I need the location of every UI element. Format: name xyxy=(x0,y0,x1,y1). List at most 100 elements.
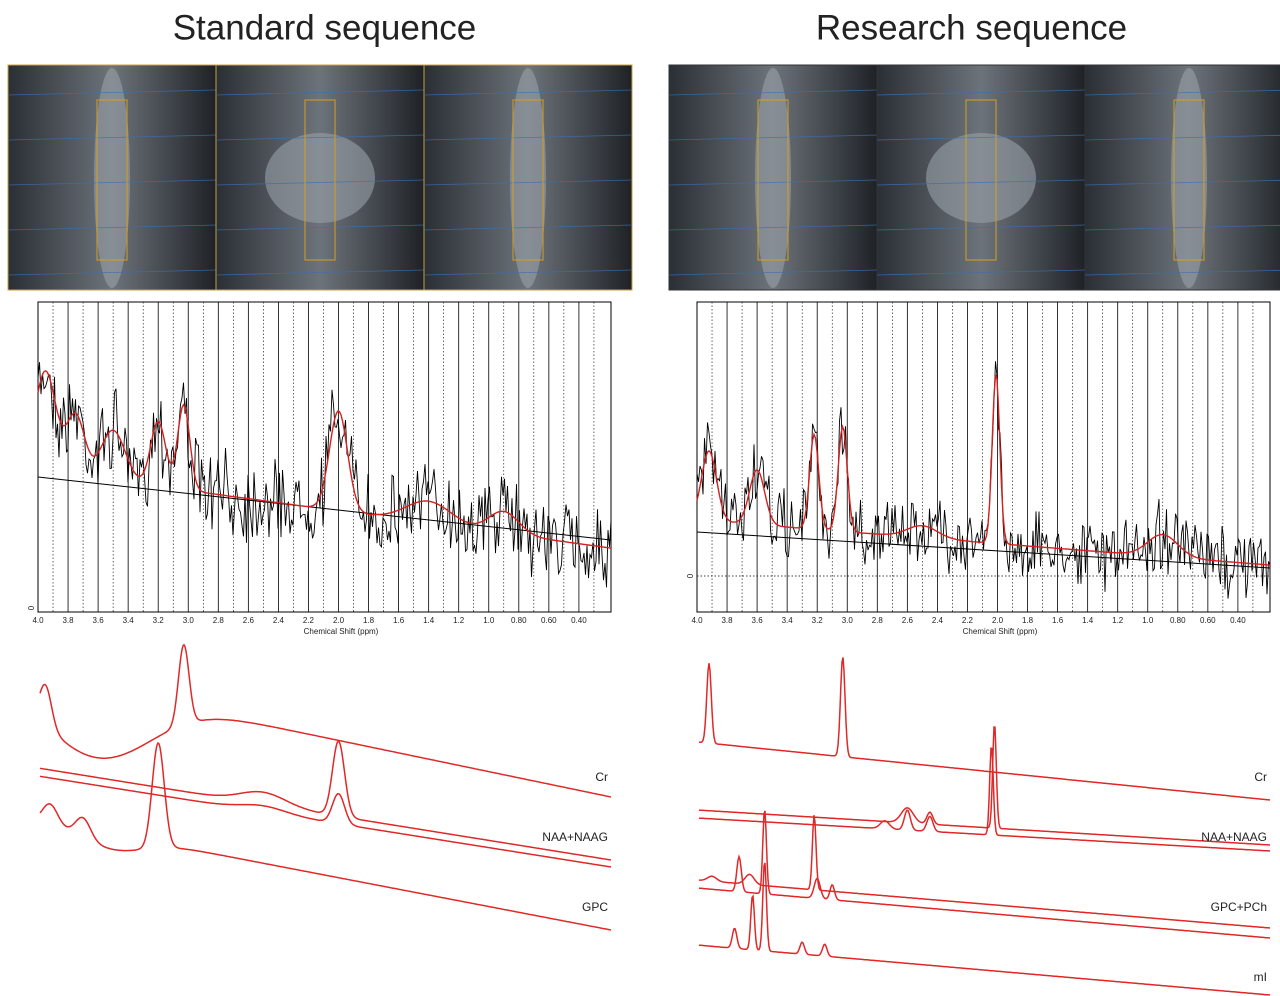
x-tick-label: 3.8 xyxy=(721,616,733,625)
planning-grid xyxy=(668,134,878,141)
baseline xyxy=(696,531,1271,569)
x-tick-label: 3.4 xyxy=(123,616,135,625)
planning-grid xyxy=(7,89,217,96)
planning-grid xyxy=(215,269,425,276)
x-tick-label: 3.2 xyxy=(153,616,165,625)
mri-structure xyxy=(755,68,791,288)
mri-structure xyxy=(94,68,130,288)
metabolite-label: mI xyxy=(1254,970,1267,984)
basis-curve xyxy=(699,815,1271,929)
x-tick-label: 3.0 xyxy=(842,616,854,625)
x-tick-label: 1.2 xyxy=(453,616,465,625)
x-tick-label: 1.0 xyxy=(483,616,495,625)
planning-grid xyxy=(7,269,217,276)
metabolite-label: NAA+NAAG xyxy=(542,830,608,844)
x-tick-label: 2.4 xyxy=(932,616,944,625)
x-tick-label: 3.2 xyxy=(812,616,824,625)
planning-grid xyxy=(7,224,217,231)
planning-grid xyxy=(215,89,425,96)
raw-spectrum xyxy=(696,361,1271,599)
planning-grid xyxy=(668,269,878,276)
x-tick-label: 4.0 xyxy=(691,616,703,625)
planning-grid xyxy=(876,89,1086,96)
x-tick-label: 1.4 xyxy=(1082,616,1094,625)
planning-grid xyxy=(876,224,1086,231)
x-tick-label: 2.6 xyxy=(902,616,914,625)
planning-grid xyxy=(215,224,425,231)
fitted-spectrum xyxy=(37,369,612,549)
mri-structure xyxy=(926,133,1036,223)
basis-curve xyxy=(698,657,1271,801)
planning-grid xyxy=(668,89,878,96)
basis-curve xyxy=(698,747,1271,852)
x-tick-label: 3.0 xyxy=(183,616,195,625)
basis-curve xyxy=(698,862,1271,996)
voxel xyxy=(757,99,789,261)
x-tick-label: 0.40 xyxy=(1230,616,1246,625)
mri-structure xyxy=(1171,68,1207,288)
metabolite-label: GPC+PCh xyxy=(1211,900,1267,914)
x-tick-label: 0.60 xyxy=(541,616,557,625)
x-tick-label: 2.8 xyxy=(213,616,225,625)
x-tick-label: 2.0 xyxy=(333,616,345,625)
baseline xyxy=(37,476,612,541)
voxel xyxy=(965,99,997,261)
planning-grid xyxy=(423,224,633,231)
x-tick-label: 1.2 xyxy=(1112,616,1124,625)
metabolite-label: Cr xyxy=(1254,770,1267,784)
planning-grid xyxy=(668,179,878,186)
voxel xyxy=(304,99,336,261)
planning-grid xyxy=(1084,89,1280,96)
planning-grid xyxy=(668,224,878,231)
x-tick-label: 3.4 xyxy=(782,616,794,625)
planning-grid xyxy=(1084,134,1280,141)
voxel xyxy=(512,99,544,261)
x-tick-label: 1.0 xyxy=(1142,616,1154,625)
x-tick-label: 1.8 xyxy=(363,616,375,625)
plot-frame xyxy=(696,301,1271,613)
planning-grid xyxy=(215,134,425,141)
raw-spectrum xyxy=(37,362,612,588)
planning-grid xyxy=(215,179,425,186)
x-tick-label: 1.8 xyxy=(1022,616,1034,625)
x-tick-label: 0.40 xyxy=(571,616,587,625)
planning-grid xyxy=(7,134,217,141)
planning-grid xyxy=(876,179,1086,186)
planning-grid xyxy=(423,269,633,276)
basis-curve xyxy=(39,643,612,798)
x-tick-label: 2.2 xyxy=(962,616,974,625)
x-tick-label: 0.60 xyxy=(1200,616,1216,625)
planning-grid xyxy=(1084,179,1280,186)
fitted-spectrum xyxy=(696,374,1271,566)
x-tick-label: 1.6 xyxy=(1052,616,1064,625)
planning-grid xyxy=(1084,269,1280,276)
x-axis-label: Chemical Shift (ppm) xyxy=(304,627,379,636)
x-tick-label: 0.80 xyxy=(1170,616,1186,625)
x-tick-label: 2.8 xyxy=(872,616,884,625)
planning-grid xyxy=(423,89,633,96)
x-tick-label: 3.6 xyxy=(93,616,105,625)
mri-structure xyxy=(265,133,375,223)
basis-curve xyxy=(39,741,612,931)
x-tick-label: 3.6 xyxy=(752,616,764,625)
panel-title: Research sequence xyxy=(816,8,1127,47)
planning-grid xyxy=(423,179,633,186)
voxel xyxy=(1173,99,1205,261)
x-tick-label: 1.4 xyxy=(423,616,435,625)
planning-grid xyxy=(1084,224,1280,231)
x-tick-label: 0.80 xyxy=(511,616,527,625)
panel-title: Standard sequence xyxy=(173,8,477,47)
metabolite-label: Cr xyxy=(595,770,608,784)
x-tick-label: 1.6 xyxy=(393,616,405,625)
basis-curve xyxy=(698,726,1271,846)
voxel xyxy=(96,99,128,261)
planning-grid xyxy=(876,134,1086,141)
x-tick-label: 2.2 xyxy=(303,616,315,625)
planning-grid xyxy=(876,269,1086,276)
planning-grid xyxy=(423,134,633,141)
x-tick-label: 2.0 xyxy=(992,616,1004,625)
metabolite-label: NAA+NAAG xyxy=(1201,830,1267,844)
zero-label: 0 xyxy=(27,605,36,610)
